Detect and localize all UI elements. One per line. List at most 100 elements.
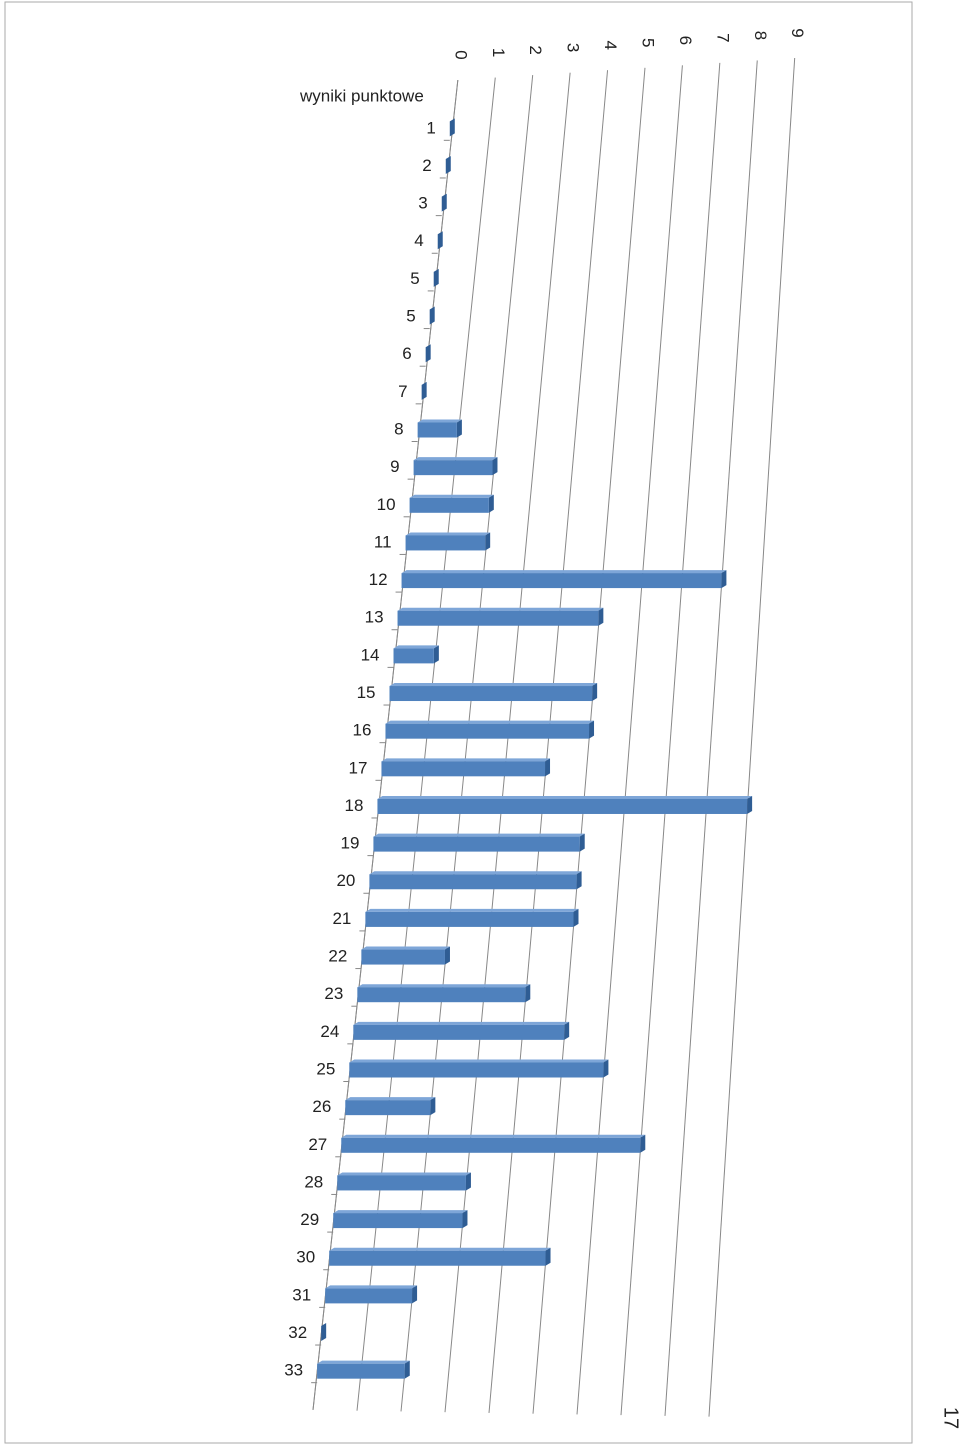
category-label: 2 (422, 156, 431, 175)
bar (409, 494, 494, 513)
category-label: 14 (361, 645, 380, 664)
bar (429, 306, 435, 325)
bar (365, 908, 579, 927)
bar-face (429, 306, 435, 325)
bar-face (441, 193, 447, 212)
bar-face (417, 419, 462, 423)
bar-face (357, 987, 526, 1003)
bar (329, 1247, 551, 1266)
grid-line (620, 62, 721, 1416)
bar-face (389, 686, 593, 702)
bar-face (345, 1097, 436, 1101)
bar (357, 984, 531, 1003)
category-label: 5 (406, 307, 415, 326)
grid-line (576, 65, 683, 1415)
bar-face (341, 1134, 646, 1138)
category-label: 23 (324, 984, 343, 1003)
bar-face (369, 871, 582, 875)
bar-face (329, 1247, 551, 1251)
x-tick-label: 9 (788, 28, 807, 37)
category-label: 8 (394, 419, 403, 438)
category-label: 25 (316, 1059, 335, 1078)
category-label: 11 (374, 532, 392, 551)
bar-face (579, 833, 585, 852)
category-label: 15 (357, 683, 376, 702)
bar-face (598, 607, 604, 626)
grid-line (488, 70, 609, 1413)
bar (345, 1097, 436, 1116)
bar-face (349, 1059, 609, 1063)
bar-face (413, 460, 493, 476)
x-tick-label: 0 (451, 50, 470, 59)
bar-face (465, 1172, 471, 1191)
category-label: 26 (312, 1097, 331, 1116)
category-label: 33 (284, 1361, 303, 1380)
bar-face (401, 573, 722, 589)
x-tick-label: 4 (601, 40, 620, 49)
bar (433, 268, 439, 287)
bar-face (397, 607, 604, 611)
bar-face (409, 497, 489, 513)
bar-face (365, 911, 574, 927)
bar (445, 155, 451, 174)
grid-line (708, 57, 796, 1417)
bar (389, 683, 598, 702)
page-number: 17 (940, 1407, 960, 1429)
x-tick-label: 8 (751, 31, 770, 40)
bar (381, 758, 551, 777)
category-label: 6 (402, 344, 411, 363)
category-label: 32 (288, 1323, 307, 1342)
bar-face (462, 1210, 468, 1229)
bar (369, 871, 582, 890)
x-tick-label: 2 (526, 45, 545, 54)
category-label: 21 (332, 909, 351, 928)
bar-face (353, 1021, 570, 1025)
bar-face (412, 1285, 418, 1304)
bar (361, 946, 450, 965)
bar-face (337, 1172, 471, 1176)
bar (321, 1323, 327, 1342)
bar-face (381, 758, 551, 762)
bar-face (747, 795, 753, 814)
bar (441, 193, 447, 212)
bar-face (603, 1059, 609, 1078)
bar-face (333, 1210, 468, 1214)
bar-face (425, 344, 431, 363)
bar-face (485, 532, 491, 551)
bar-face (573, 908, 579, 927)
bar-face (357, 984, 531, 988)
bar (337, 1172, 471, 1191)
x-tick-label: 5 (638, 38, 657, 47)
grid-line (532, 67, 646, 1414)
bar-face (430, 1097, 436, 1116)
bar-face (444, 946, 450, 965)
bar-face (377, 798, 748, 814)
grid-line (664, 60, 758, 1416)
bar (397, 607, 604, 626)
x-tick-label: 6 (676, 36, 695, 45)
bar-face (361, 946, 450, 950)
bar (401, 570, 727, 589)
bar-face (405, 535, 486, 551)
bar-face (349, 1062, 604, 1078)
bar-face (333, 1213, 463, 1229)
bar-face (369, 874, 577, 890)
category-label: 27 (308, 1135, 327, 1154)
bar-face (405, 532, 491, 536)
category-label: 19 (340, 834, 359, 853)
bar-face (433, 645, 439, 664)
axis-line (312, 79, 459, 1411)
bar (425, 344, 431, 363)
bar (349, 1059, 609, 1078)
bar-face (417, 422, 457, 438)
axis-title: wyniki punktowe (299, 86, 424, 105)
bar (325, 1285, 418, 1304)
bar-face (317, 1360, 410, 1364)
bar-face (433, 268, 439, 287)
bar-face (337, 1175, 466, 1191)
bar-face (564, 1021, 570, 1040)
category-label: 20 (336, 871, 355, 890)
bar-face (640, 1134, 646, 1153)
page-border (4, 1, 913, 1444)
